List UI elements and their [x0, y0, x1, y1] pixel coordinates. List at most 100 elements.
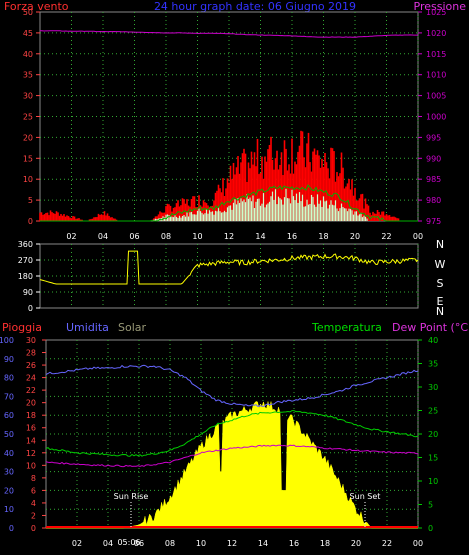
p1-right-tick-label: 1015 [426, 50, 446, 59]
p3-umidita-tick-label: 30 [4, 468, 14, 477]
p3-x-tick: 06 [134, 539, 144, 548]
p1-left-tick-label: 20 [23, 133, 33, 142]
p3-temp-tick-label: 20 [428, 430, 438, 439]
p3-x-tick: 22 [382, 539, 392, 548]
p3-pioggia-tick-label: 20 [26, 399, 36, 408]
p3-temp-tick-label: 35 [428, 360, 438, 369]
p3-temp-tick-label: 15 [428, 454, 438, 463]
p1-right-tick-label: 1020 [426, 29, 446, 38]
p3-x-tick: 00 [413, 539, 423, 548]
p3-umidita-tick-label: 100 [0, 336, 14, 345]
p3-umidita-tick-label: 90 [4, 355, 14, 364]
p3-umidita-tick-label: 40 [4, 449, 14, 458]
p1-left-tick-label: 25 [23, 113, 33, 122]
p3-pioggia-tick-label: 8 [31, 474, 36, 483]
p1-right-tick-label: 1005 [426, 92, 446, 101]
p3-temp-tick-label: 40 [428, 336, 438, 345]
p3-umidita-tick-label: 80 [4, 374, 14, 383]
p3-temp-tick-label: 25 [428, 407, 438, 416]
p2-left-tick-label: 180 [18, 272, 33, 281]
p2-left-tick-label: 0 [28, 304, 33, 313]
p3-umidita-tick-label: 50 [4, 430, 14, 439]
label-forza-vento: Forza vento [4, 0, 69, 13]
p1-left-tick-label: 5 [28, 196, 33, 205]
p3-temp-tick-label: 0 [428, 524, 433, 533]
label-pressione: Pressione [414, 0, 467, 13]
p3-umidita-tick-label: 10 [4, 505, 14, 514]
label-dewpoint: Dew Point (°C) [392, 321, 469, 334]
p3-x-tick: 08 [165, 539, 175, 548]
p1-right-tick-label: 985 [426, 175, 441, 184]
wind-direction-panel: 0 90 180 270 360 [18, 240, 419, 313]
wind-pressure-panel: 0510152025303540455097598098599099510001… [23, 8, 447, 241]
sunrise-label: Sun Rise [114, 492, 149, 501]
p1-x-tick: 16 [287, 232, 297, 241]
p1-left-tick-label: 45 [23, 29, 33, 38]
wind-compass-labels: N W S E N [435, 238, 446, 318]
dewpoint-line [45, 444, 419, 468]
p1-x-tick: 14 [255, 232, 265, 241]
p1-left-tick-label: 15 [23, 154, 33, 163]
dir-label-s: S [437, 277, 444, 290]
p3-umidita-tick-label: 0 [9, 524, 14, 533]
p3-pioggia-tick-label: 24 [26, 374, 36, 383]
p3-umidita-tick-label: 20 [4, 486, 14, 495]
p1-x-tick: 12 [224, 232, 234, 241]
p3-pioggia-tick-label: 10 [26, 461, 36, 470]
p3-temp-tick-label: 5 [428, 501, 433, 510]
dir-label-n-top: N [436, 238, 444, 251]
p3-x-tick: 12 [227, 539, 237, 548]
p3-pioggia-tick-label: 12 [26, 449, 36, 458]
p3-x-tick: 16 [289, 539, 299, 548]
label-temperatura: Temperatura [311, 321, 382, 334]
p1-x-tick: 04 [98, 232, 108, 241]
p1-x-tick: 08 [161, 232, 171, 241]
wind-avg-line [40, 184, 418, 222]
p1-right-tick-label: 1010 [426, 71, 446, 80]
p1-x-tick: 02 [66, 232, 76, 241]
label-pioggia: Pioggia [2, 321, 42, 334]
p1-x-tick: 18 [318, 232, 328, 241]
p3-pioggia-tick-label: 0 [31, 524, 36, 533]
p3-pioggia-tick-label: 22 [26, 386, 36, 395]
p3-pioggia-tick-label: 14 [26, 436, 36, 445]
p1-left-tick-label: 35 [23, 71, 33, 80]
p3-umidita-tick-label: 70 [4, 392, 14, 401]
p3-temp-tick-label: 30 [428, 383, 438, 392]
p3-pioggia-tick-label: 28 [26, 349, 36, 358]
p1-right-tick-label: 975 [426, 217, 441, 226]
p3-pioggia-tick-label: 2 [31, 511, 36, 520]
p3-x-tick: 10 [196, 539, 206, 548]
page-title: 24 hour graph date: 06 Giugno 2019 [154, 0, 356, 13]
p1-left-tick-label: 30 [23, 92, 33, 101]
humidity-line [45, 364, 419, 408]
p3-pioggia-tick-label: 4 [31, 499, 36, 508]
temperature-humidity-panel: 0102030405060708090100024681012141618202… [0, 336, 438, 548]
sunrise-time: 05:06 [117, 538, 140, 547]
label-umidita: Umidita [66, 321, 109, 334]
p3-temp-tick-label: 10 [428, 477, 438, 486]
p1-left-tick-label: 10 [23, 175, 33, 184]
p1-x-tick: 22 [381, 232, 391, 241]
p1-x-tick: 20 [350, 232, 360, 241]
p2-left-tick-label: 270 [18, 256, 33, 265]
p3-pioggia-tick-label: 18 [26, 411, 36, 420]
wind-direction-line [39, 250, 419, 285]
p1-right-tick-label: 980 [426, 196, 441, 205]
p3-pioggia-tick-label: 26 [26, 361, 36, 370]
p1-x-tick: 10 [192, 232, 202, 241]
pressure-line [39, 30, 418, 38]
p1-x-tick: 06 [129, 232, 139, 241]
p3-pioggia-tick-label: 6 [31, 486, 36, 495]
p3-x-tick: 04 [103, 539, 113, 548]
p3-x-tick: 18 [320, 539, 330, 548]
p1-right-tick-label: 1000 [426, 113, 446, 122]
p3-x-tick: 20 [351, 539, 361, 548]
wind-speed-series [153, 188, 368, 221]
p3-pioggia-tick-label: 16 [26, 424, 36, 433]
dir-label-e: E [437, 295, 444, 308]
label-solar: Solar [118, 321, 147, 334]
p1-x-tick: 00 [413, 232, 423, 241]
p1-left-tick-label: 0 [28, 217, 33, 226]
